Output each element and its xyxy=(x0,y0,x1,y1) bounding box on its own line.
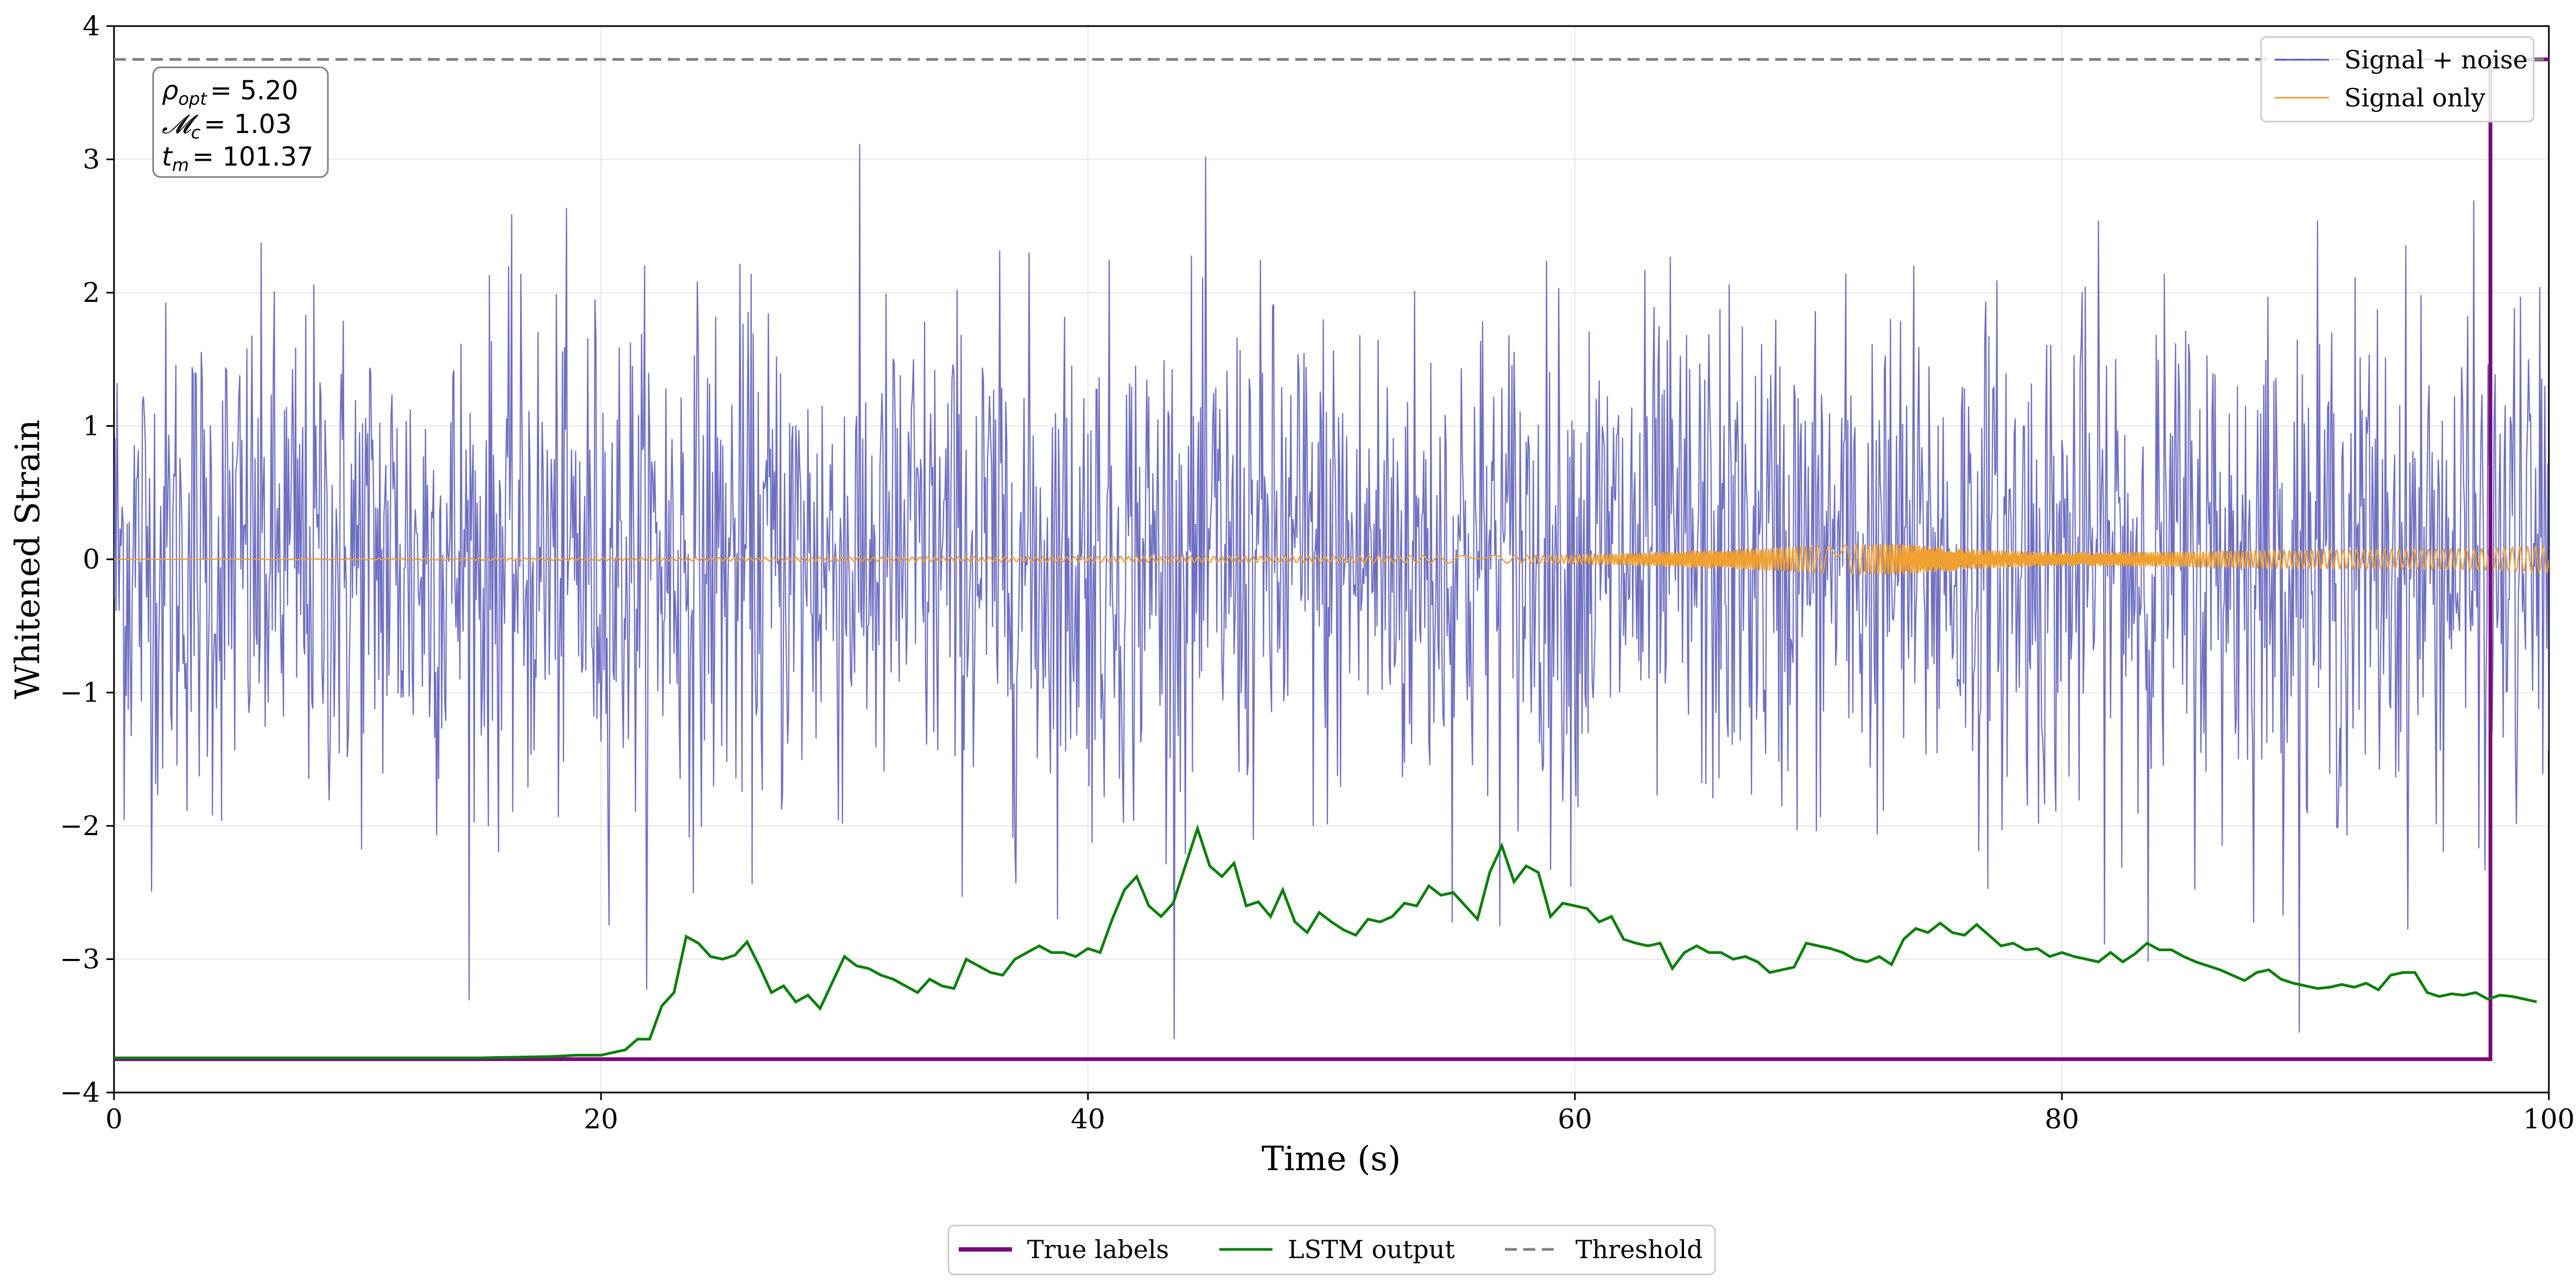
legend-true-labels-label: True labels xyxy=(1027,1235,1169,1264)
annotation-rho-value: = 5.20 xyxy=(210,75,298,106)
lstm-output-line xyxy=(114,824,2537,1059)
annotation-rho-sub: opt xyxy=(178,89,207,109)
annotation-frame xyxy=(152,66,329,178)
y-tick-label: −1 xyxy=(60,677,100,709)
annotation-mc-sub: c xyxy=(191,122,201,143)
legend-lstm-output-label: LSTM output xyxy=(1288,1235,1455,1264)
x-tick-label: 0 xyxy=(105,1103,123,1135)
annotation-rho: ρopt = 5.20 xyxy=(162,75,298,109)
legend-threshold-label: Threshold xyxy=(1575,1235,1703,1264)
annotation-box: ρopt = 5.20 𝓜c = 1.03 tm = 101.37 xyxy=(152,66,329,178)
x-tick-label: 40 xyxy=(1071,1103,1105,1135)
legend-upper: Signal + noise Signal only xyxy=(2260,36,2535,123)
y-tick-label: 4 xyxy=(83,10,100,42)
annotation-mc-value: = 1.03 xyxy=(204,109,292,140)
y-axis-ticks: −4 −3 −2 −1 0 1 2 3 4 xyxy=(60,10,114,1108)
legend-lower: True labels LSTM output Threshold xyxy=(947,1224,1716,1275)
legend-upper-frame xyxy=(2260,36,2535,123)
x-axis-label: Time (s) xyxy=(1262,1139,1401,1178)
y-tick-label: −4 xyxy=(60,1077,100,1108)
y-tick-label: 0 xyxy=(83,544,100,575)
signal-only-line xyxy=(114,542,2549,577)
x-tick-label: 60 xyxy=(1558,1103,1592,1135)
y-tick-label: 3 xyxy=(83,144,100,175)
annotation-tm-symbol: t xyxy=(162,142,173,172)
x-tick-label: 20 xyxy=(584,1103,618,1135)
annotation-tm-sub: m xyxy=(172,155,189,175)
legend-signal-noise-label: Signal + noise xyxy=(2344,45,2528,74)
legend-lower-frame xyxy=(947,1224,1716,1275)
x-tick-label: 100 xyxy=(2523,1103,2574,1135)
y-axis-label: Whitened Strain xyxy=(8,420,47,699)
annotation-tm-value: = 101.37 xyxy=(192,142,313,172)
y-tick-label: −2 xyxy=(60,810,100,842)
legend-signal-only-label: Signal only xyxy=(2344,83,2485,112)
y-tick-label: 2 xyxy=(83,277,100,308)
signal-plus-noise-line xyxy=(114,144,2549,1039)
annotation-rho-symbol: ρ xyxy=(162,75,178,106)
y-tick-label: −3 xyxy=(60,944,100,975)
y-tick-label: 1 xyxy=(83,411,100,442)
annotation-tm: tm = 101.37 xyxy=(162,142,313,175)
x-tick-label: 80 xyxy=(2045,1103,2079,1135)
annotation-mc: 𝓜c = 1.03 xyxy=(162,109,292,143)
x-axis-ticks: 0 20 40 60 80 100 xyxy=(105,1092,2575,1135)
